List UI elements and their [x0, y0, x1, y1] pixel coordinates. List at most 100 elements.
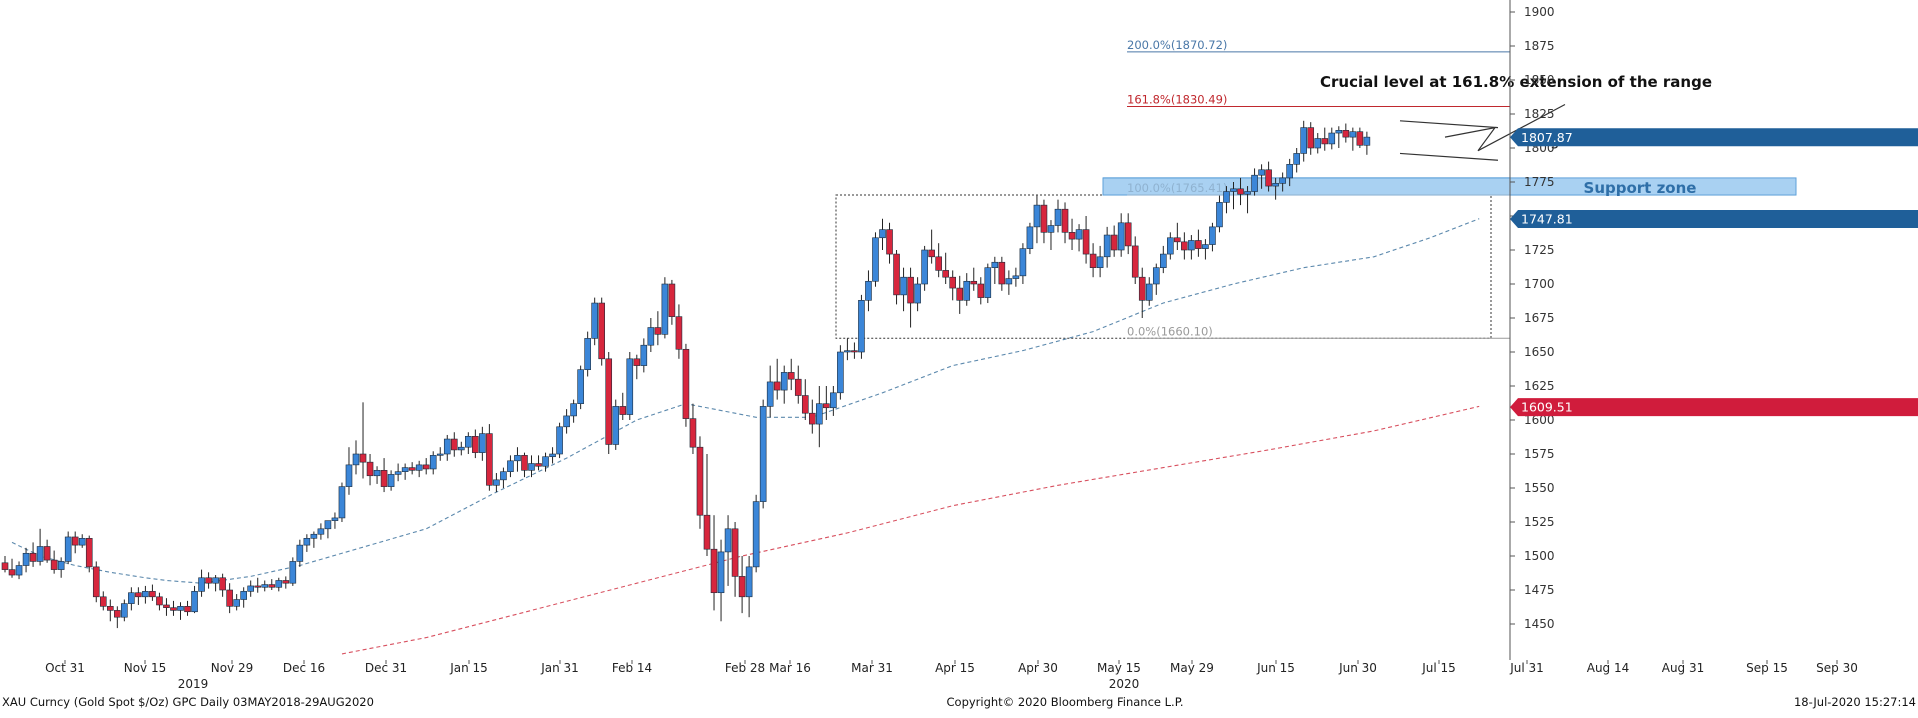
candle	[1342, 123, 1350, 143]
candle	[226, 583, 233, 614]
candle-body	[731, 528, 739, 577]
price-tag-badge	[1510, 128, 1918, 147]
candle-body	[275, 580, 283, 588]
fib-level-label: 0.0%(1660.10)	[1127, 324, 1213, 338]
candle-body	[43, 546, 51, 561]
candle	[984, 263, 992, 304]
candle-body	[1131, 245, 1139, 278]
candle	[837, 345, 844, 400]
candle	[710, 515, 718, 611]
candle	[816, 386, 823, 448]
candle-body	[387, 474, 395, 487]
candle-body	[717, 551, 725, 594]
candle	[598, 297, 606, 366]
candle	[808, 399, 816, 434]
candle	[535, 455, 542, 471]
candle	[142, 585, 149, 604]
candle	[50, 550, 58, 574]
candle-body	[521, 455, 528, 471]
candle	[830, 386, 837, 416]
moving-averages	[11, 218, 1480, 655]
candle-body	[92, 566, 100, 598]
candle-body	[563, 415, 570, 428]
candle	[563, 409, 570, 434]
candlestick-series	[1, 120, 1371, 629]
candle-body	[121, 603, 128, 618]
candle-body	[724, 528, 732, 553]
y-tick-label: 1650	[1524, 345, 1555, 359]
candle-body	[500, 471, 507, 481]
y-tick-label: 1450	[1524, 617, 1555, 631]
instrument-label: XAU Curncy (Gold Spot $/Oz) GPC Daily 03…	[2, 695, 374, 709]
candle-body	[212, 577, 219, 584]
candle-body	[114, 610, 121, 618]
candle	[1040, 199, 1048, 244]
candle	[1223, 186, 1230, 214]
candle	[851, 342, 858, 359]
candle	[149, 584, 156, 601]
y-tick-label: 1825	[1524, 107, 1555, 121]
candle	[1026, 222, 1034, 255]
candle-body	[830, 392, 837, 409]
candle-body	[1096, 256, 1104, 268]
candle-body	[394, 471, 402, 475]
candle	[128, 587, 135, 611]
candle-body	[233, 599, 240, 607]
candle-body	[907, 276, 914, 304]
candle-body	[1082, 229, 1090, 255]
candle-body	[128, 592, 135, 604]
candle-body	[1019, 248, 1027, 277]
candle-body	[29, 552, 37, 562]
candle-body	[851, 350, 858, 353]
candle	[345, 447, 353, 495]
candle	[450, 432, 458, 457]
candle	[303, 534, 311, 552]
x-tick-label: Oct 31	[45, 661, 85, 675]
candle-body	[738, 576, 746, 598]
candle-body	[675, 316, 683, 350]
candle	[331, 512, 339, 529]
candle-body	[479, 433, 486, 453]
candle	[1251, 168, 1258, 196]
candle-body	[626, 358, 634, 415]
candle-body	[766, 381, 774, 407]
fibonacci-levels: Support zone 200.0%(1870.72) 161.8%(1830.4…	[1102, 38, 1797, 339]
candle-body	[366, 461, 374, 477]
candle-body	[956, 287, 964, 301]
candle-body	[1181, 241, 1188, 251]
candle	[472, 429, 479, 459]
candle	[1293, 148, 1300, 173]
candle	[1328, 127, 1336, 150]
candle-body	[282, 580, 290, 584]
candle-body	[486, 433, 493, 486]
candle	[731, 522, 739, 597]
flag-upper-line	[1399, 120, 1499, 129]
candle	[696, 436, 704, 529]
candle	[1047, 220, 1055, 250]
candle	[1138, 267, 1146, 318]
candle-body	[1265, 169, 1272, 187]
fib-level-label: 161.8%(1830.49)	[1127, 93, 1227, 107]
candle-body	[36, 546, 44, 562]
candle	[8, 558, 16, 578]
x-tick-label: Apr 15	[935, 661, 975, 675]
candle	[500, 467, 507, 488]
candle	[57, 557, 65, 578]
candle	[1272, 177, 1279, 200]
candle-body	[787, 372, 795, 380]
candle	[479, 426, 486, 461]
candle	[1216, 195, 1223, 233]
x-tick-label: Jan 31	[540, 661, 579, 675]
candle-body	[78, 538, 86, 546]
candle-body	[303, 538, 311, 546]
candle-body	[1152, 267, 1160, 285]
candle-body	[1089, 253, 1097, 268]
candle-body	[605, 358, 613, 445]
candle-body	[493, 479, 500, 486]
candle	[1131, 236, 1139, 284]
candle-body	[949, 276, 957, 289]
candle-body	[71, 536, 79, 546]
x-tick-label: Sep 15	[1746, 661, 1788, 675]
candle-body	[1293, 153, 1300, 165]
candle-body	[429, 455, 437, 470]
